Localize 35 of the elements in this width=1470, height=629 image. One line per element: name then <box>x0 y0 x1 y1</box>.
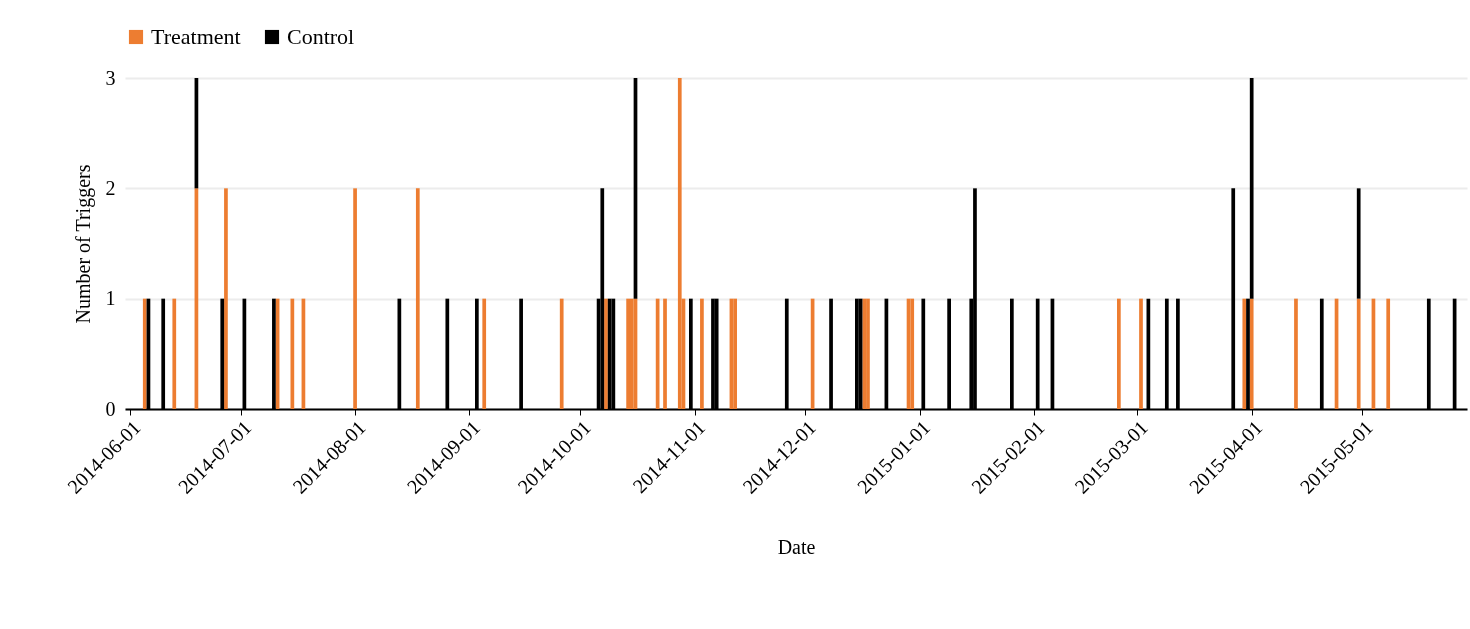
bar <box>172 298 177 409</box>
bar <box>290 298 295 409</box>
bar <box>1249 298 1254 409</box>
bar <box>626 298 630 409</box>
y-tick-label: 3 <box>105 66 116 89</box>
y-axis-title: Number of Triggers <box>71 164 95 324</box>
bar <box>629 298 634 409</box>
bar <box>700 298 704 409</box>
legend-label: Treatment <box>151 24 241 49</box>
bar <box>663 298 667 409</box>
bar <box>353 188 357 409</box>
bar <box>559 298 564 409</box>
bar <box>1386 298 1391 409</box>
bar <box>142 298 147 409</box>
bar <box>1356 298 1361 409</box>
bar <box>604 298 608 409</box>
bar <box>677 78 682 409</box>
bar <box>866 298 870 409</box>
bar <box>415 188 420 409</box>
y-tick-label: 0 <box>105 397 116 420</box>
bar <box>910 298 915 409</box>
bar <box>1139 298 1143 409</box>
bar <box>1249 78 1254 299</box>
bar <box>1242 298 1247 409</box>
bar <box>862 298 867 409</box>
bar <box>1356 188 1361 299</box>
bar <box>1294 298 1298 409</box>
y-tick-label: 1 <box>105 287 116 310</box>
legend-label: Control <box>287 24 355 49</box>
y-tick-label: 2 <box>105 176 116 199</box>
bar <box>482 298 487 409</box>
bar <box>1116 298 1121 409</box>
bar <box>733 298 737 409</box>
x-axis-title: Date <box>777 535 816 558</box>
bar <box>224 188 228 409</box>
